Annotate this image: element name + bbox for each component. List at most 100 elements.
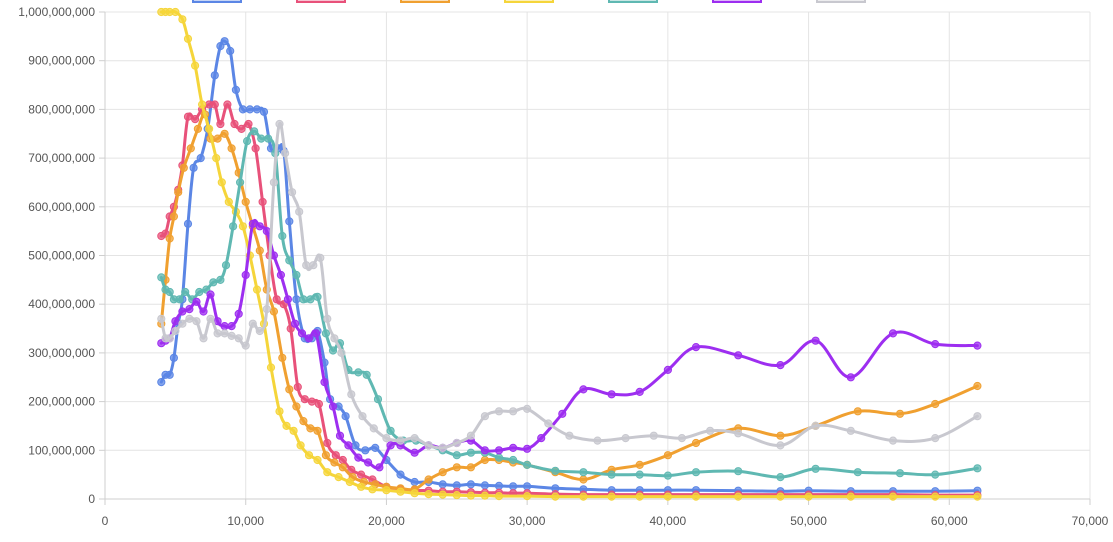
data-point[interactable] [811, 336, 820, 345]
data-point[interactable] [776, 473, 785, 482]
data-point[interactable] [438, 468, 447, 477]
data-point[interactable] [227, 322, 236, 331]
data-point[interactable] [210, 100, 219, 109]
data-point[interactable] [375, 463, 384, 472]
data-point[interactable] [466, 448, 475, 457]
data-point[interactable] [494, 446, 504, 455]
data-point[interactable] [734, 492, 743, 501]
data-point[interactable] [250, 127, 259, 136]
data-point[interactable] [157, 314, 166, 323]
data-point[interactable] [846, 426, 855, 435]
data-point[interactable] [238, 105, 247, 114]
data-point[interactable] [321, 451, 330, 460]
data-point[interactable] [344, 441, 353, 450]
data-point[interactable] [175, 295, 184, 304]
data-point[interactable] [357, 470, 366, 479]
data-point[interactable] [288, 188, 297, 197]
data-point[interactable] [314, 399, 323, 409]
data-point[interactable] [621, 434, 630, 443]
data-point[interactable] [323, 438, 332, 448]
data-point[interactable] [466, 480, 475, 489]
data-point[interactable] [178, 319, 187, 328]
data-point[interactable] [245, 105, 254, 114]
data-point[interactable] [931, 492, 940, 501]
data-point[interactable] [438, 490, 447, 499]
data-point[interactable] [296, 441, 305, 450]
data-point[interactable] [237, 124, 246, 133]
data-point[interactable] [191, 61, 200, 70]
data-point[interactable] [227, 144, 236, 153]
data-point[interactable] [213, 134, 222, 143]
data-point[interactable] [183, 34, 193, 43]
data-point[interactable] [452, 463, 461, 472]
data-point[interactable] [157, 273, 166, 282]
data-point[interactable] [223, 100, 232, 109]
data-point[interactable] [607, 470, 616, 479]
data-point[interactable] [285, 385, 294, 394]
data-point[interactable] [241, 270, 250, 280]
data-point[interactable] [198, 100, 207, 109]
data-point[interactable] [269, 307, 278, 316]
data-point[interactable] [354, 453, 363, 462]
data-point[interactable] [316, 253, 325, 262]
data-point[interactable] [424, 441, 433, 450]
data-point[interactable] [157, 378, 166, 387]
data-point[interactable] [551, 492, 560, 501]
data-point[interactable] [227, 331, 236, 340]
data-point[interactable] [181, 287, 190, 297]
data-point[interactable] [358, 412, 367, 421]
data-point[interactable] [297, 329, 307, 338]
data-point[interactable] [361, 446, 370, 455]
data-point[interactable] [192, 297, 201, 306]
data-point[interactable] [255, 246, 264, 255]
data-point[interactable] [565, 431, 574, 440]
data-point[interactable] [216, 119, 225, 129]
data-point[interactable] [973, 492, 982, 501]
data-point[interactable] [424, 490, 433, 499]
data-point[interactable] [248, 219, 257, 228]
data-point[interactable] [259, 107, 269, 116]
data-point[interactable] [209, 278, 218, 287]
data-point[interactable] [309, 261, 318, 270]
data-point[interactable] [466, 431, 475, 440]
data-point[interactable] [888, 492, 898, 501]
data-point[interactable] [371, 443, 380, 452]
data-point[interactable] [677, 434, 687, 443]
data-point[interactable] [189, 163, 198, 172]
data-point[interactable] [508, 407, 518, 416]
data-point[interactable] [691, 343, 701, 352]
data-point[interactable] [734, 467, 743, 476]
legend-swatch[interactable] [400, 0, 450, 3]
data-point[interactable] [183, 219, 193, 228]
data-point[interactable] [255, 326, 264, 336]
data-point[interactable] [480, 455, 489, 465]
data-point[interactable] [551, 466, 560, 475]
data-point[interactable] [313, 292, 322, 301]
data-point[interactable] [373, 395, 383, 404]
data-point[interactable] [206, 290, 215, 299]
data-point[interactable] [335, 431, 345, 440]
data-point[interactable] [251, 144, 260, 153]
data-point[interactable] [424, 475, 433, 484]
data-point[interactable] [494, 407, 504, 416]
data-point[interactable] [229, 222, 238, 231]
data-point[interactable] [196, 154, 205, 163]
data-point[interactable] [262, 227, 271, 236]
data-point[interactable] [289, 426, 298, 435]
data-point[interactable] [386, 426, 395, 435]
data-point[interactable] [169, 353, 178, 362]
data-point[interactable] [220, 37, 229, 46]
data-point[interactable] [241, 341, 250, 350]
data-point[interactable] [330, 458, 339, 467]
data-point[interactable] [210, 71, 219, 80]
data-point[interactable] [220, 129, 229, 138]
data-point[interactable] [285, 256, 294, 265]
data-point[interactable] [341, 412, 350, 421]
data-point[interactable] [337, 348, 346, 357]
data-point[interactable] [804, 492, 813, 501]
data-point[interactable] [691, 492, 701, 501]
data-point[interactable] [347, 390, 356, 399]
data-point[interactable] [635, 460, 644, 469]
data-point[interactable] [776, 361, 785, 370]
data-point[interactable] [635, 492, 644, 501]
